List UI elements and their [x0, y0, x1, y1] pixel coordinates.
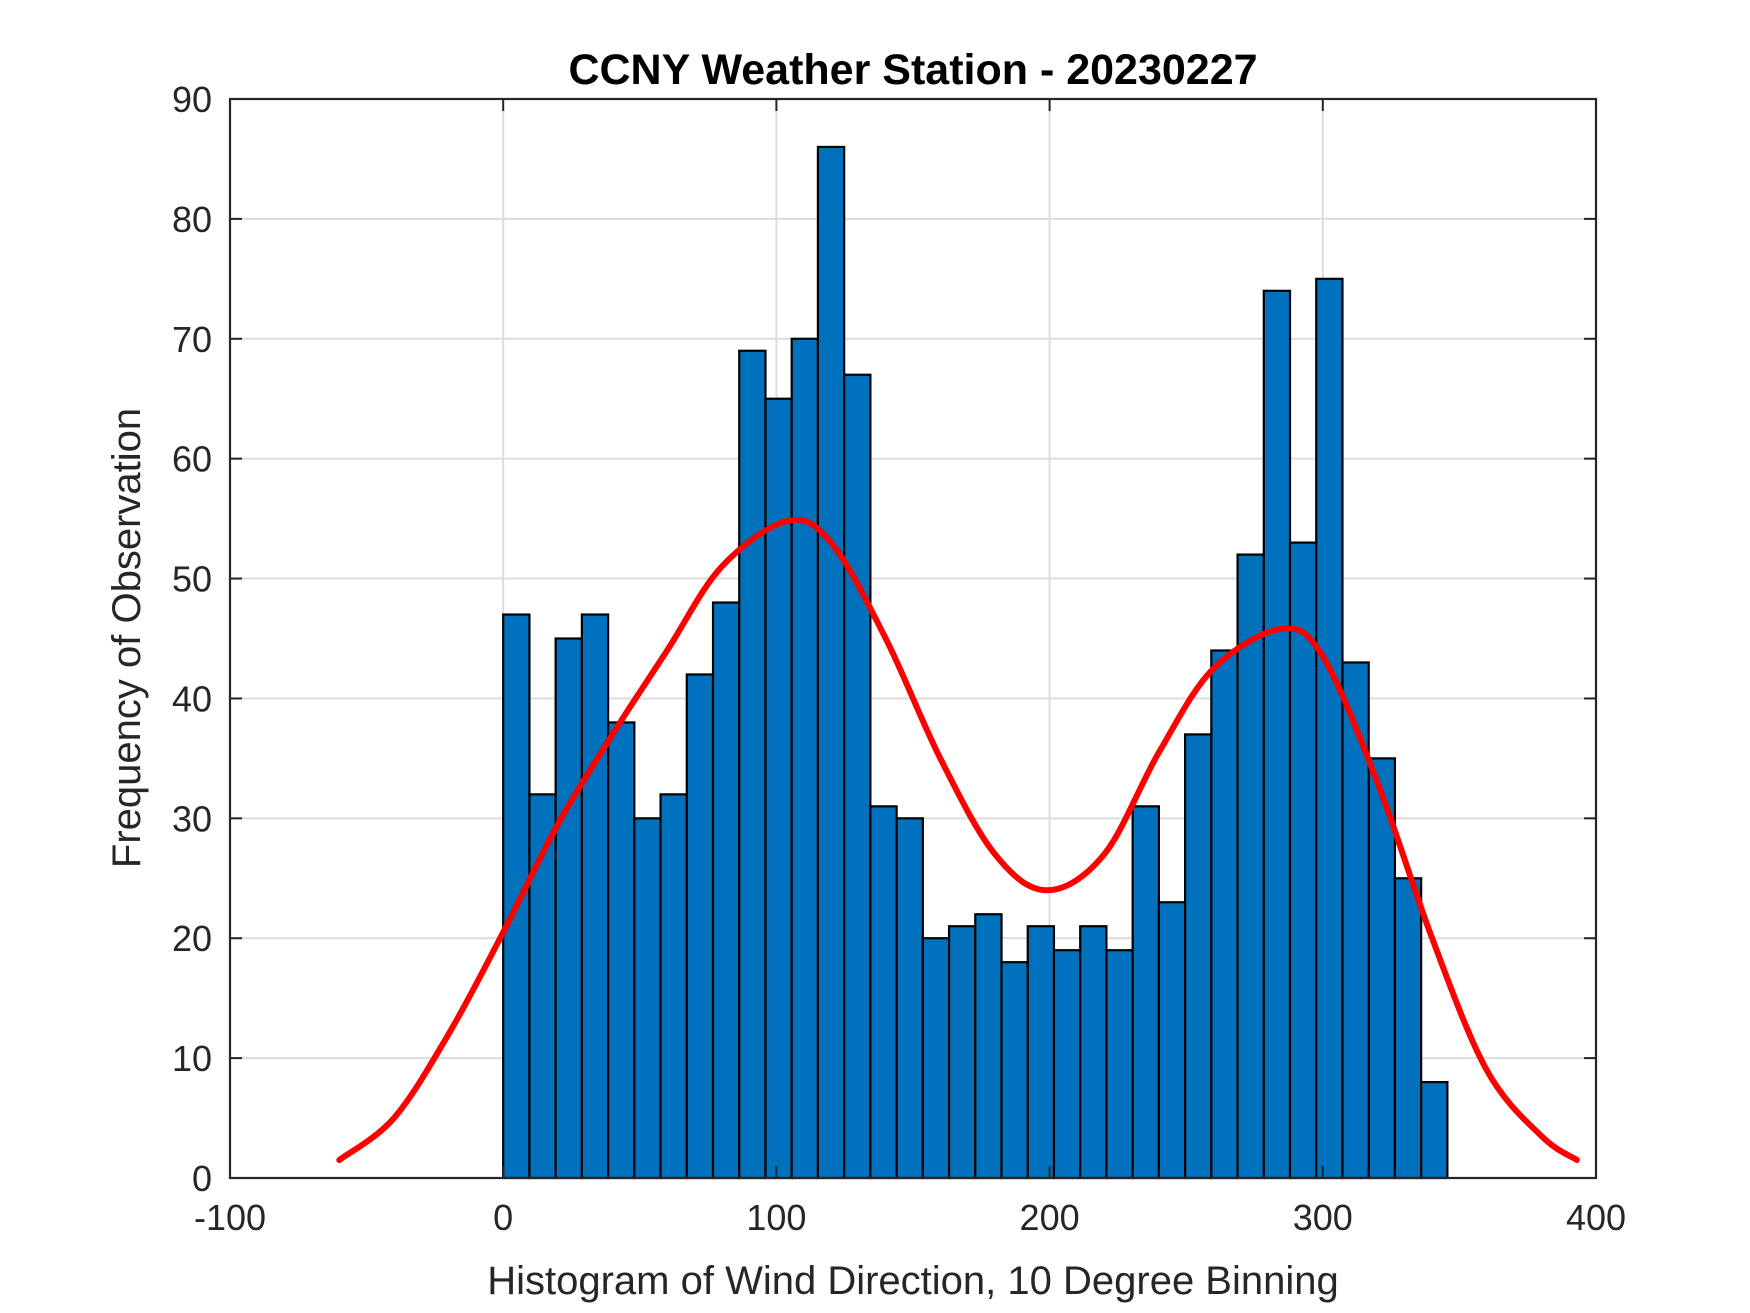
y-tick-label: 40: [172, 678, 212, 719]
histogram-bar: [1210, 649, 1239, 1180]
histogram-bar: [1052, 949, 1082, 1180]
histogram-bar: [1184, 733, 1213, 1180]
histogram-bar: [1341, 661, 1370, 1180]
histogram-bar: [1393, 877, 1423, 1180]
histogram-bar: [659, 793, 688, 1180]
histogram-bar: [1157, 901, 1187, 1180]
x-tick-label: 400: [1566, 1197, 1626, 1238]
histogram-bar: [1000, 961, 1029, 1180]
y-tick-label: 90: [172, 79, 212, 120]
histogram-bar: [869, 805, 898, 1180]
x-tick-labels: -100 0 100 200 300 400: [194, 1197, 1626, 1238]
histogram-bar: [1131, 805, 1160, 1180]
histogram-bar: [607, 721, 636, 1180]
y-tick-label: 70: [172, 319, 212, 360]
x-tick-label: -100: [194, 1197, 266, 1238]
tick-marks: [229, 98, 1597, 1179]
y-tick-label: 0: [192, 1158, 212, 1199]
fitted-curve: [336, 516, 1580, 1163]
histogram-bar: [843, 373, 872, 1180]
histogram-bar: [711, 601, 741, 1180]
histogram-bar: [554, 637, 583, 1180]
histogram-bar: [1262, 289, 1292, 1180]
histogram-bar: [738, 349, 767, 1180]
histogram-bar: [895, 817, 924, 1180]
histogram-bar: [974, 913, 1003, 1180]
x-tick-label: 0: [493, 1197, 513, 1238]
histogram-bar: [1420, 1080, 1449, 1180]
x-tick-label: 300: [1293, 1197, 1353, 1238]
axes-frame: [228, 97, 1598, 1180]
histogram-bar: [790, 337, 820, 1180]
y-tick-label: 50: [172, 559, 212, 600]
histogram-bar: [921, 937, 951, 1180]
y-tick-label: 20: [172, 918, 212, 959]
y-tick-label: 60: [172, 439, 212, 480]
histogram-bar: [1079, 925, 1108, 1180]
histogram-bar: [947, 925, 977, 1180]
fitted-curve-layer: [336, 516, 1580, 1163]
y-axis-label: Frequency of Observation: [105, 408, 149, 868]
histogram-bar: [816, 145, 846, 1180]
histogram-bar: [764, 397, 793, 1180]
y-tick-labels: 0 10 20 30 40 50 60 70 80 90: [172, 79, 212, 1199]
histogram-bars: [502, 145, 1449, 1180]
y-tick-label: 10: [172, 1038, 212, 1079]
histogram-bar: [1315, 277, 1344, 1180]
x-axis-label: Histogram of Wind Direction, 10 Degree B…: [487, 1259, 1339, 1303]
histogram-bar: [1026, 925, 1056, 1180]
x-tick-label: 100: [746, 1197, 806, 1238]
y-tick-label: 80: [172, 199, 212, 240]
histogram-bar: [633, 817, 662, 1180]
x-tick-label: 200: [1020, 1197, 1080, 1238]
chart-title: CCNY Weather Station - 20230227: [568, 46, 1257, 94]
histogram-bar: [502, 613, 531, 1180]
histogram-bar: [580, 613, 610, 1180]
y-tick-label: 30: [172, 798, 212, 839]
histogram-bar: [1105, 949, 1134, 1180]
histogram-bar: [685, 673, 715, 1180]
